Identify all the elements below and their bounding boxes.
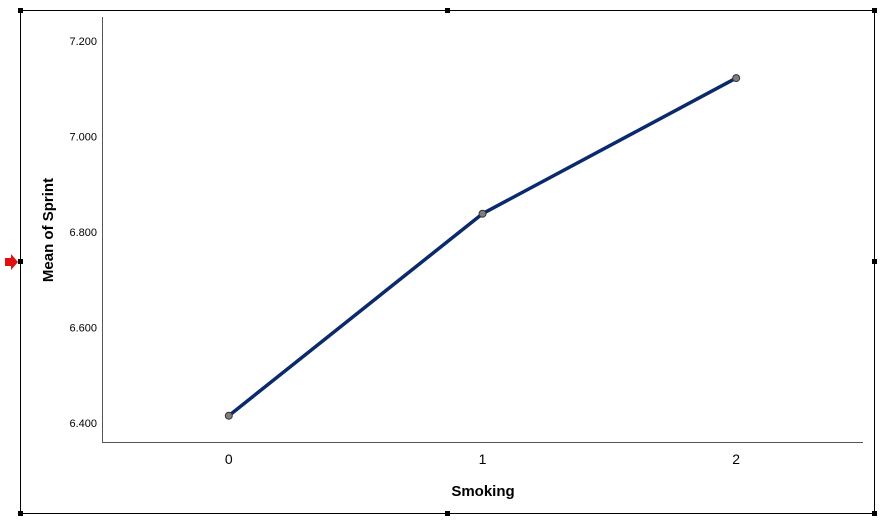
selection-frame[interactable] (18, 8, 877, 516)
x-tick-label: 1 (479, 451, 487, 467)
data-point-marker (478, 209, 487, 218)
resize-handle-top-right[interactable] (872, 8, 877, 13)
x-tick-label: 0 (225, 451, 233, 467)
y-tick-labels: 6.400 6.600 6.800 7.000 7.200 (69, 36, 97, 430)
x-tick-label: 2 (732, 451, 740, 467)
resize-handle-top-left[interactable] (18, 8, 23, 13)
y-tick-label: 6.400 (69, 418, 97, 430)
resize-handle-middle-left[interactable] (18, 259, 23, 264)
y-tick-label: 7.200 (69, 36, 97, 48)
x-axis-title: Smoking (451, 483, 514, 500)
data-point-marker (732, 74, 741, 83)
data-point-marker (224, 411, 233, 420)
y-tick-label: 7.000 (69, 131, 97, 143)
resize-handle-bottom-right[interactable] (872, 511, 877, 516)
resize-handle-bottom-left[interactable] (18, 511, 23, 516)
y-tick-label: 6.800 (69, 227, 97, 239)
red-arrow-icon (5, 254, 18, 270)
series-line (227, 76, 738, 418)
resize-handle-bottom-middle[interactable] (445, 511, 450, 516)
resize-handle-middle-right[interactable] (872, 259, 877, 264)
series-group (224, 74, 741, 420)
y-axis-title: Mean of Sprint (40, 178, 57, 282)
x-tick-labels: 0 1 2 (225, 451, 740, 467)
resize-handle-top-middle[interactable] (445, 8, 450, 13)
y-tick-label: 6.600 (69, 322, 97, 334)
